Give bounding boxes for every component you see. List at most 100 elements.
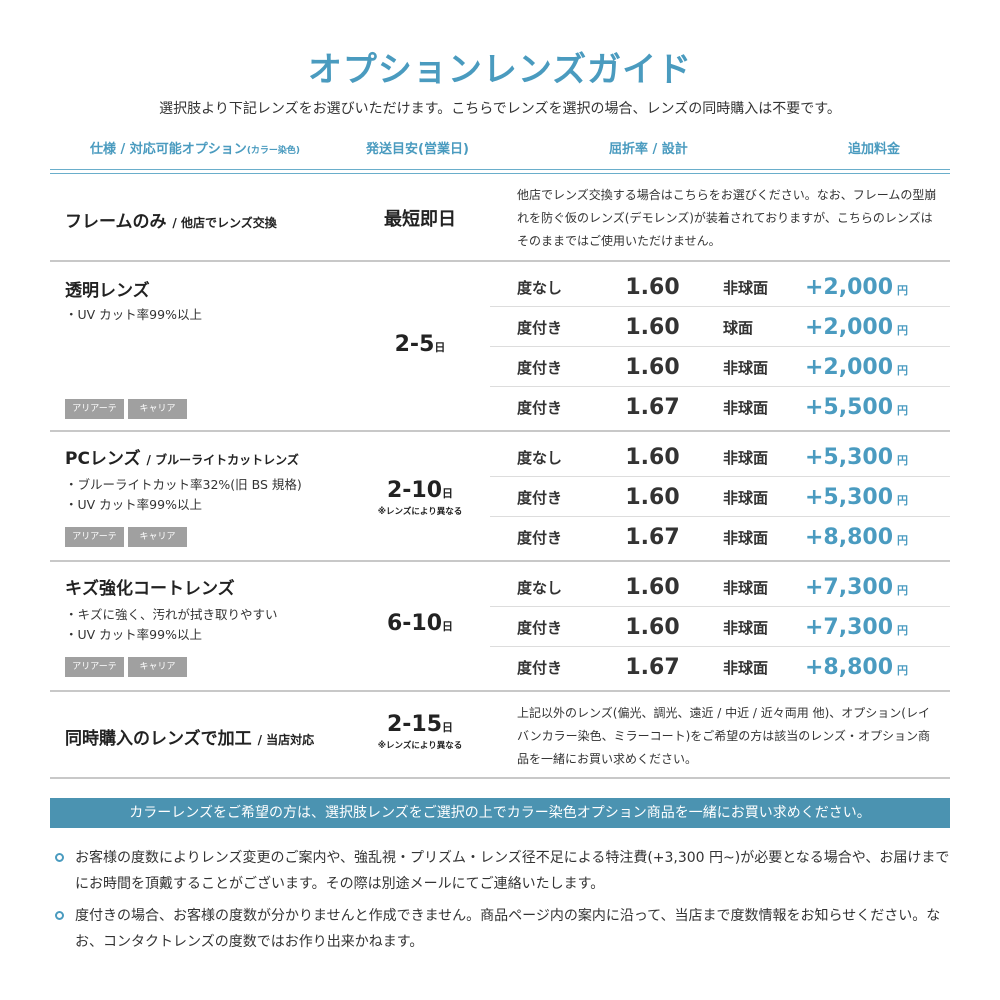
days-unit: 日	[442, 620, 454, 633]
days-unit: 日	[442, 721, 454, 734]
lens-design: 非球面	[723, 398, 769, 417]
prescription-type: 度付き	[517, 658, 563, 677]
subrow-divider	[490, 346, 950, 347]
price-unit: 円	[897, 533, 909, 547]
days-value: 6-10	[386, 611, 443, 636]
price-value: +7,300	[805, 574, 894, 600]
option-tags: アリアーテ キャリア	[65, 396, 191, 419]
price-unit: 円	[897, 453, 909, 467]
price-value: +2,000	[805, 274, 894, 300]
prescription-type: 度なし	[517, 578, 563, 597]
price-value: +8,800	[805, 654, 894, 680]
price-row: 度なし 1.60 非球面 +7,300 円	[490, 567, 950, 607]
lens-design: 非球面	[723, 448, 769, 467]
col-header-price: 追加料金	[848, 142, 901, 157]
price-row: 度付き 1.60 非球面 +5,300 円	[490, 477, 950, 517]
subrow-divider	[490, 516, 950, 517]
additional-price: +2,000 円	[805, 315, 950, 340]
same-time-title: 同時購入のレンズで加工	[65, 729, 252, 749]
price-value: +2,000	[805, 354, 894, 380]
lens-group-clear: 透明レンズ ・UV カット率99%以上	[65, 276, 202, 325]
row-divider	[50, 690, 950, 692]
lens-feature: ・キズに強く、汚れが拭き取りやすい	[65, 607, 278, 622]
header-divider	[50, 173, 950, 174]
col-header-index: 屈折率 / 設計	[609, 142, 688, 157]
price-row: 度付き 1.67 非球面 +8,800 円	[490, 647, 950, 687]
prescription-type: 度付き	[517, 318, 563, 337]
days-unit: 日	[434, 341, 446, 354]
price-row: 度付き 1.67 非球面 +8,800 円	[490, 517, 950, 557]
lens-design: 非球面	[723, 488, 769, 507]
frame-only-title: フレームのみ	[65, 212, 167, 232]
lens-group-days: 2-5日	[360, 332, 480, 357]
price-row: 度付き 1.60 球面 +2,000 円	[490, 307, 950, 347]
col-spec-label: 仕様 / 対応可能オプション	[90, 142, 247, 157]
additional-price: +5,500 円	[805, 395, 950, 420]
days-value: 2-10	[386, 478, 443, 503]
lens-design: 非球面	[723, 578, 769, 597]
subrow-divider	[490, 476, 950, 477]
note-text: 度付きの場合、お客様の度数が分かりませんと作成できません。商品ページ内の案内に沿…	[75, 908, 941, 950]
price-unit: 円	[897, 623, 909, 637]
price-unit: 円	[897, 403, 909, 417]
lens-feature: ・ブルーライトカット率32%(旧 BS 規格)	[65, 477, 302, 492]
price-unit: 円	[897, 493, 909, 507]
col-header-spec: 仕様 / 対応可能オプション(カラー染色)	[90, 138, 300, 157]
refractive-index: 1.67	[625, 394, 680, 420]
note-item: お客様の度数によりレンズ変更のご案内や、強乱視・プリズム・レンズ径不足による特注…	[55, 845, 955, 897]
col-spec-small: (カラー染色)	[246, 146, 301, 156]
prescription-type: 度なし	[517, 278, 563, 297]
lens-group-days: 2-10日 ※レンズにより異なる	[360, 478, 480, 517]
frame-only-name: フレームのみ / 他店でレンズ交換	[65, 207, 277, 232]
lens-design: 非球面	[723, 358, 769, 377]
price-value: +7,300	[805, 614, 894, 640]
lens-group-scratch: キズ強化コートレンズ ・キズに強く、汚れが拭き取りやすい ・UV カット率99%…	[65, 574, 278, 645]
frame-only-sub: / 他店でレンズ交換	[172, 216, 277, 230]
refractive-index: 1.60	[625, 484, 680, 510]
additional-price: +8,800 円	[805, 655, 950, 680]
prescription-type: 度付き	[517, 358, 563, 377]
refractive-index: 1.60	[625, 574, 680, 600]
col-header-shipping: 発送目安(営業日)	[366, 142, 469, 157]
lens-group-name: 透明レンズ	[65, 281, 150, 301]
refractive-index: 1.67	[625, 654, 680, 680]
tag-ariate: アリアーテ	[65, 399, 124, 419]
same-time-name: 同時購入のレンズで加工 / 当店対応	[65, 724, 314, 749]
row-divider	[50, 260, 950, 262]
days-value: 2-5	[394, 332, 435, 357]
price-value: +2,000	[805, 314, 894, 340]
price-value: +5,300	[805, 444, 894, 470]
days-note: ※レンズにより異なる	[377, 507, 463, 517]
additional-price: +2,000 円	[805, 275, 950, 300]
frame-only-days: 最短即日	[384, 209, 456, 230]
price-row: 度付き 1.60 非球面 +2,000 円	[490, 347, 950, 387]
additional-price: +5,300 円	[805, 485, 950, 510]
days-unit: 日	[442, 487, 454, 500]
subrow-divider	[490, 306, 950, 307]
refractive-index: 1.60	[625, 314, 680, 340]
additional-price: +7,300 円	[805, 575, 950, 600]
prescription-type: 度付き	[517, 528, 563, 547]
additional-price: +7,300 円	[805, 615, 950, 640]
price-row: 度なし 1.60 非球面 +5,300 円	[490, 437, 950, 477]
tag-carrier: キャリア	[128, 657, 187, 677]
days-value: 2-15	[386, 712, 443, 737]
row-divider	[50, 430, 950, 432]
tag-carrier: キャリア	[128, 399, 187, 419]
lens-design: 非球面	[723, 658, 769, 677]
lens-group-name-wrap: PCレンズ / ブルーライトカットレンズ	[65, 444, 302, 469]
price-value: +5,300	[805, 484, 894, 510]
additional-price: +2,000 円	[805, 355, 950, 380]
tag-ariate: アリアーテ	[65, 527, 124, 547]
additional-price: +5,300 円	[805, 445, 950, 470]
subrow-divider	[490, 646, 950, 647]
tag-carrier: キャリア	[128, 527, 187, 547]
days-note: ※レンズにより異なる	[377, 741, 463, 751]
lens-group-sub: / ブルーライトカットレンズ	[146, 453, 299, 467]
row-divider	[50, 560, 950, 562]
lens-feature: ・UV カット率99%以上	[65, 307, 202, 322]
price-unit: 円	[897, 323, 909, 337]
tag-ariate: アリアーテ	[65, 657, 124, 677]
refractive-index: 1.60	[625, 614, 680, 640]
lens-group-name: キズ強化コートレンズ	[65, 579, 235, 599]
